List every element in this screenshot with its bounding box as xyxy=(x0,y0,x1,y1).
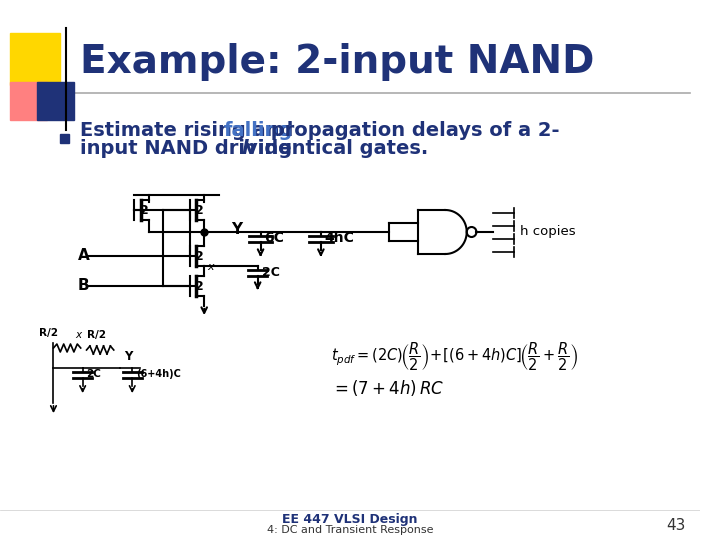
Text: 2: 2 xyxy=(195,249,204,262)
Text: falling: falling xyxy=(224,120,293,139)
Text: 2C: 2C xyxy=(261,266,279,279)
Text: Y: Y xyxy=(125,350,132,363)
Text: $t_{pdf} = (2C)\!\left(\dfrac{R}{2}\right)\!+\!\left[(6+4h)C\right]\!\left(\dfra: $t_{pdf} = (2C)\!\left(\dfrac{R}{2}\righ… xyxy=(330,341,578,373)
Text: 4: DC and Transient Response: 4: DC and Transient Response xyxy=(267,525,433,535)
Text: 6C: 6C xyxy=(264,231,284,245)
Text: input NAND driving: input NAND driving xyxy=(80,138,299,158)
Text: Example: 2-input NAND: Example: 2-input NAND xyxy=(80,43,594,81)
Text: 2: 2 xyxy=(195,204,204,217)
Bar xyxy=(60,134,69,143)
Text: h copies: h copies xyxy=(520,226,576,239)
Text: A: A xyxy=(78,248,89,264)
Bar xyxy=(37,82,74,120)
Text: R/2: R/2 xyxy=(87,330,106,340)
Text: x: x xyxy=(207,262,214,272)
Text: $= (7+4h)\,RC$: $= (7+4h)\,RC$ xyxy=(330,378,444,398)
Text: B: B xyxy=(78,279,89,294)
Text: x: x xyxy=(75,330,81,340)
Text: Y: Y xyxy=(231,222,243,238)
Text: R/2: R/2 xyxy=(39,328,58,338)
Text: Estimate rising and: Estimate rising and xyxy=(80,120,300,139)
Bar xyxy=(10,82,47,120)
Text: 43: 43 xyxy=(666,517,685,532)
Text: h: h xyxy=(241,138,255,158)
Text: propagation delays of a 2-: propagation delays of a 2- xyxy=(264,120,560,139)
Text: 2: 2 xyxy=(140,204,148,217)
Text: 2: 2 xyxy=(195,280,204,293)
Text: 4hC: 4hC xyxy=(325,231,355,245)
Text: identical gates.: identical gates. xyxy=(251,138,428,158)
Text: EE 447 VLSI Design: EE 447 VLSI Design xyxy=(282,514,418,526)
Text: (6+4h)C: (6+4h)C xyxy=(136,369,181,379)
Text: 2C: 2C xyxy=(86,369,102,379)
Bar xyxy=(10,33,60,85)
